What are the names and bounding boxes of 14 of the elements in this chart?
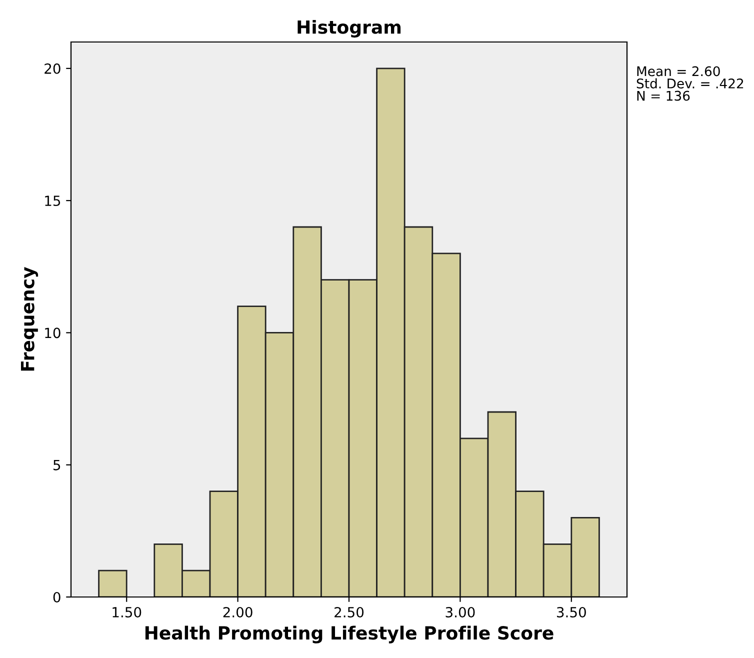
x-axis-title: Health Promoting Lifestyle Profile Score xyxy=(145,626,554,644)
y-tick-label: 15 xyxy=(45,196,60,206)
x-tick-label: 2.50 xyxy=(334,606,364,618)
y-tick-label: 5 xyxy=(54,460,60,470)
x-tick-label: 3.00 xyxy=(446,606,475,618)
x-tick-label: 1.50 xyxy=(112,606,142,618)
x-tick-label: 3.50 xyxy=(556,606,586,618)
y-tick-label: 10 xyxy=(45,328,60,338)
text: Mean = 2.60 Std. Dev. = .422 N = 136 xyxy=(636,66,744,101)
y-axis-title: Frequency xyxy=(20,266,38,371)
y-tick-label: 0 xyxy=(53,592,60,602)
x-tick-label: 2.00 xyxy=(223,606,252,618)
y-tick-label: 20 xyxy=(44,63,60,74)
chart-title: Histogram xyxy=(298,20,401,38)
